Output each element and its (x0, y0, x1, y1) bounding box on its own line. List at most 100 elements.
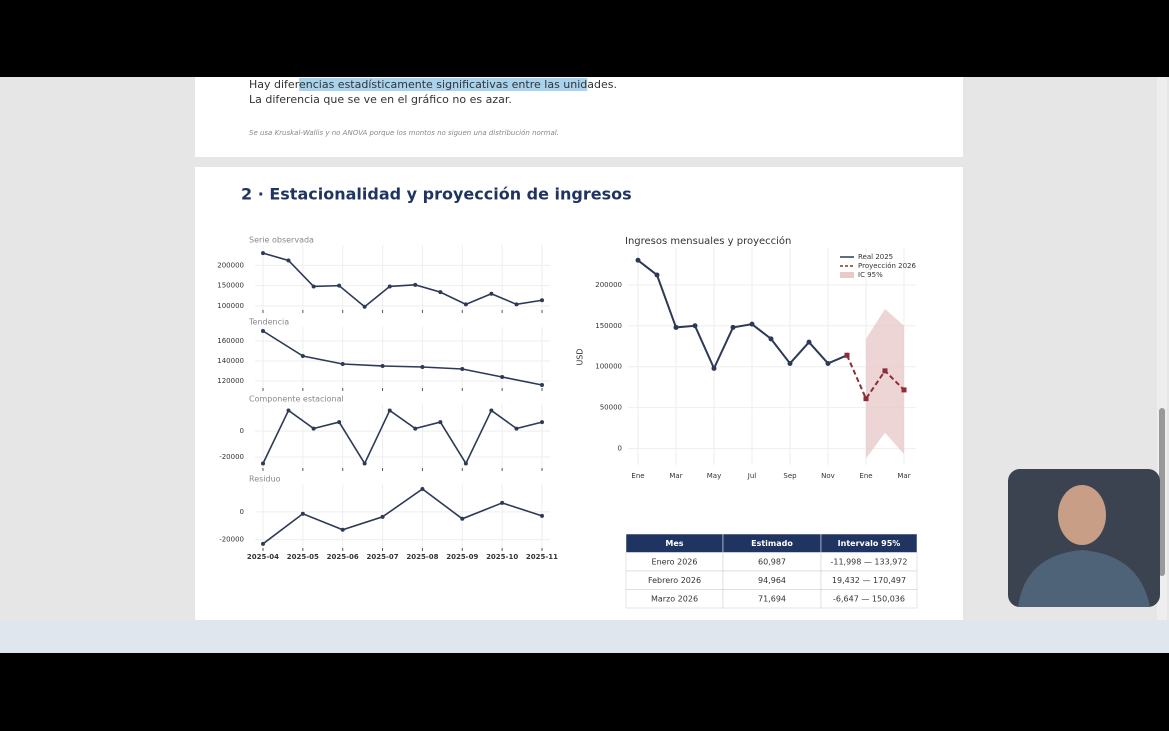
section-title: 2 · Estacionalidad y proyección de ingre… (241, 185, 632, 204)
point (500, 375, 505, 379)
point (863, 396, 869, 402)
point (901, 387, 907, 393)
point (362, 461, 367, 466)
text-highlight (298, 78, 588, 91)
y-tick-label: -20000 (219, 453, 244, 461)
point (387, 284, 392, 289)
point (489, 291, 494, 296)
cell-text: 71,694 (758, 594, 786, 603)
scrollbar[interactable] (1157, 77, 1167, 622)
x-tick-label: 2025-08 (406, 553, 438, 561)
text: Hay difer (249, 78, 300, 91)
x-tick-label: 2025-06 (327, 553, 359, 561)
point (438, 290, 443, 295)
point (387, 408, 392, 413)
y-tick-label: 120000 (217, 377, 244, 385)
x-tick-label: 2025-11 (526, 553, 558, 561)
y-tick-label: 50000 (600, 404, 622, 412)
point (540, 298, 544, 303)
point (286, 408, 291, 413)
cell-text: Enero 2026 (652, 557, 698, 566)
point (540, 420, 544, 425)
y-tick-label: 140000 (217, 357, 244, 365)
subplot-title: Componente estacional (249, 395, 344, 404)
x-tick-label: 2025-07 (367, 553, 399, 561)
subplot-title: Tendencia (248, 318, 289, 327)
point (413, 282, 418, 287)
legend-label: Real 2025 (858, 253, 893, 261)
y-tick-label: 200000 (217, 261, 244, 269)
legend-label: IC 95% (858, 271, 883, 279)
cell (820, 589, 918, 609)
x-tick-label: Mar (669, 472, 682, 480)
legend-label: Proyección 2026 (858, 262, 917, 270)
point (514, 426, 519, 431)
webcam-face (1058, 485, 1106, 545)
cell-text: -11,998 — 133,972 (830, 557, 907, 566)
point (311, 284, 316, 289)
point (540, 383, 544, 387)
y-tick-label: -20000 (219, 536, 244, 544)
y-tick-label: 0 (240, 427, 244, 435)
point (692, 323, 698, 329)
finding: Hay diferencias estadísticamente signifi… (249, 78, 617, 91)
point (438, 420, 443, 425)
point (261, 541, 265, 546)
x-tick-label: Mar (897, 472, 910, 480)
scroll-thumb[interactable] (1159, 408, 1165, 576)
point (300, 511, 305, 516)
x-tick-label: 2025-05 (287, 553, 319, 561)
line (262, 330, 543, 386)
point (337, 420, 342, 425)
point (500, 500, 505, 505)
note: Se usa Kruskal-Wallis y no ANOVA porque … (249, 129, 559, 137)
point (540, 513, 544, 518)
line (637, 259, 848, 371)
point (463, 461, 468, 466)
taskbar (0, 620, 1169, 653)
point (514, 302, 519, 307)
point (673, 324, 679, 330)
x-tick-label: Jul (747, 472, 757, 480)
cell-text: Febrero 2026 (648, 576, 701, 585)
x-tick-label: Ene (859, 472, 872, 480)
y-tick-label: 100000 (595, 363, 622, 371)
point (337, 283, 342, 288)
point (787, 360, 793, 366)
line (262, 488, 543, 545)
x-tick-label: Ene (631, 472, 644, 480)
point (413, 426, 418, 431)
x-tick-label: 2025-10 (486, 553, 518, 561)
x-tick-label: 2025-09 (446, 553, 478, 561)
cell-text: 94,964 (758, 576, 786, 585)
point (460, 516, 465, 521)
y-tick-label: 100000 (217, 302, 244, 310)
point (730, 324, 736, 330)
y-tick-label: 150000 (595, 322, 622, 330)
subplot-title: Serie observada (249, 236, 314, 245)
y-tick-label: 150000 (217, 282, 244, 290)
point (380, 364, 385, 368)
subplot-title: Residuo (249, 475, 281, 484)
point (261, 329, 265, 333)
point (261, 251, 265, 256)
table: Mes Estimado Intervalo 95% Enero 2026 60,987… (625, 533, 918, 609)
point (420, 365, 425, 369)
point (489, 408, 494, 413)
y-tick-label: 0 (618, 445, 622, 453)
x-tick-label: 2025-04 (247, 553, 279, 561)
point (882, 368, 888, 374)
point (749, 321, 755, 327)
point (286, 258, 291, 263)
point (768, 336, 774, 342)
point (362, 304, 367, 309)
y-tick-label: 200000 (595, 281, 622, 289)
cell-text: Marzo 2026 (651, 594, 698, 603)
point (340, 527, 345, 532)
legend-swatch (840, 272, 854, 278)
cell-text: 60,987 (758, 557, 786, 566)
point (380, 514, 385, 519)
x-tick-label: Sep (783, 472, 797, 480)
